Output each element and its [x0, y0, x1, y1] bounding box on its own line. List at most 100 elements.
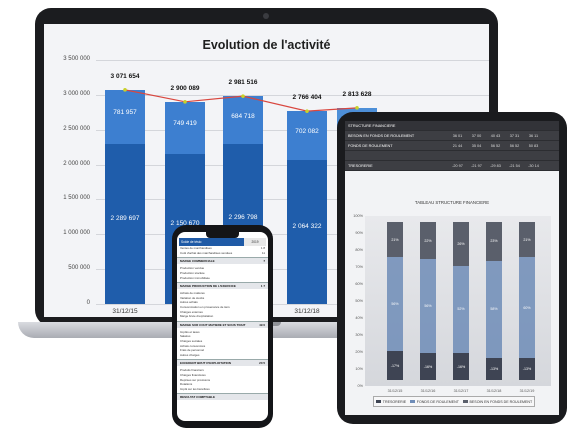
- trend-point: [355, 106, 359, 110]
- report-row: Production immobilisée: [177, 275, 268, 280]
- table-cell: 40 43: [490, 133, 501, 138]
- x-tick-label: 31/12/18: [486, 389, 502, 393]
- report-row-label: Achats consommés: [180, 343, 206, 348]
- segment-label: 60%: [523, 305, 531, 310]
- gridline: [96, 60, 489, 61]
- bar-value-label: 781 957: [113, 108, 137, 116]
- report-section-total: MARGE PRODUCTION DE L'EXERCICE 1 7: [177, 281, 268, 289]
- report-row-label: Consommation en provenance de tiers: [180, 305, 230, 310]
- bar-segment-base: 2 289 697: [105, 144, 145, 304]
- y-tick-label: 1 500 000: [63, 195, 90, 202]
- y-tick-label: 90%: [355, 231, 363, 235]
- report-row-label: Charges financières: [180, 372, 206, 377]
- bar-value-label: 2 064 322: [292, 223, 322, 231]
- tablet-chart-title: TABLEAU STRUCTURE FINANCIERE: [414, 200, 490, 205]
- phone-header-title: Solde de tésto: [179, 238, 244, 246]
- y-tick-label: 100%: [353, 214, 363, 218]
- report-row-value: 1 8: [260, 246, 265, 251]
- report-row: Frais de personnel: [177, 348, 268, 353]
- y-tick-label: 20%: [355, 350, 363, 354]
- report-section-value: 20 5: [259, 361, 265, 366]
- legend-swatch: [462, 400, 468, 404]
- phone-header: Solde de tésto 2019: [177, 238, 268, 246]
- table-row: FONDS DE ROULEMENT 21 44 35 04 56 52 56 52 50…: [345, 141, 559, 151]
- segment-fonds-de-roulement: 52%: [453, 265, 469, 354]
- financial-structure-table: STRUCTURE FINANCIERE BESOIN EN FONDS DE …: [345, 121, 559, 171]
- trend-point: [241, 94, 245, 98]
- segment-besoin-fdr: 21%: [387, 222, 403, 258]
- stacked-column: -16% 52% 26%: [453, 222, 469, 380]
- total-value-label: 2 981 516: [228, 79, 258, 87]
- table-cell: -30 14: [528, 163, 539, 168]
- report-section-value: 1 7: [260, 283, 265, 288]
- segment-label: 21%: [523, 237, 531, 242]
- report-row: Impôts et taxes: [177, 330, 268, 335]
- report-row-label: Charges externes: [180, 309, 203, 314]
- legend-swatch: [375, 400, 381, 404]
- table-header-row: STRUCTURE FINANCIERE: [345, 121, 559, 131]
- report-section-total: MARGE COMMERCIALE 7: [177, 257, 268, 265]
- bar-value-label: 2 296 798: [228, 214, 258, 222]
- report-row-label: Reprises sur provisions: [180, 377, 211, 382]
- report-row: Autres achats: [177, 300, 268, 305]
- tablet-frame: STRUCTURE FINANCIERE BESOIN EN FONDS DE …: [337, 112, 567, 424]
- table-cell: 36 01: [452, 133, 463, 138]
- camera-icon: [263, 13, 269, 19]
- segment-label: 22%: [424, 238, 432, 243]
- x-tick-label: 31/12/18: [294, 308, 320, 315]
- y-tick-label: 1 000 000: [63, 230, 90, 237]
- table-row-label: BESOIN EN FONDS DE ROULEMENT: [348, 133, 415, 138]
- table-cell: 56 52: [509, 143, 520, 148]
- segment-tresorerie: -13%: [519, 358, 535, 380]
- report-row-label: Achats de matières: [180, 291, 205, 296]
- table-cell: -20 97: [452, 163, 463, 168]
- table-row: BESOIN EN FONDS DE ROULEMENT 36 01 37 00 40…: [345, 131, 559, 141]
- bar-value-label: 2 150 670: [170, 220, 200, 228]
- phone-report: Ventes de marchandises 1 8 Coût d'achat de…: [177, 246, 268, 401]
- segment-label: 56%: [391, 302, 399, 307]
- y-tick-label: 80%: [355, 248, 363, 252]
- report-section-value: 7: [263, 259, 265, 264]
- report-section-title: MARGE SUR COUT MATIERE ET SOUS TRAIT: [180, 322, 246, 327]
- total-value-label: 2 813 628: [342, 90, 372, 98]
- gridline: [96, 304, 489, 305]
- report-row: Production vendue: [177, 266, 268, 271]
- table-row: TRESORERIE -20 97 -21 97 -29 83 -21 54 -30 14: [345, 161, 559, 171]
- segment-tresorerie: -17%: [387, 351, 403, 380]
- report-row: Consommation en provenance de tiers: [177, 305, 268, 310]
- report-section-total: RESULTAT COMPTABLE: [177, 393, 268, 401]
- report-row-label: Produits financiers: [180, 368, 204, 373]
- trend-line: [124, 89, 358, 112]
- report-row: Variation de stocks: [177, 296, 268, 301]
- legend-swatch: [409, 400, 415, 404]
- report-row-label: Impôts et taxes: [180, 329, 200, 334]
- report-row: Achats de matières: [177, 291, 268, 296]
- report-row-label: Ventes de marchandises: [180, 246, 212, 251]
- stacked-column: -16% 56% 22%: [420, 222, 436, 380]
- table-row-label: TRESORERIE: [348, 163, 373, 168]
- segment-tresorerie: -16%: [420, 353, 436, 380]
- table-cell: -29 83: [490, 163, 501, 168]
- bar-value-label: 684 718: [231, 112, 255, 120]
- table-cell: 36 11: [528, 133, 539, 138]
- report-row-label: Production stockée: [180, 271, 205, 276]
- chart-legend: TRESORERIE FONDS DE ROULEMENT BESOIN EN FO…: [373, 396, 535, 407]
- stacked-column: -17% 56% 21%: [387, 222, 403, 380]
- legend-label: TRESORERIE: [382, 399, 407, 404]
- phone-header-year: 2019: [244, 238, 266, 246]
- report-row: Ventes de marchandises 1 8: [177, 246, 268, 251]
- report-row-label: Production vendue: [180, 266, 205, 271]
- segment-label: -16%: [456, 364, 466, 369]
- phone-screen[interactable]: Solde de tésto 2019 Ventes de marchandis…: [177, 232, 268, 421]
- report-section-total: EXCEDENT BRUT D'EXPLOITATION 20 5: [177, 359, 268, 367]
- bar-segment-top: 702 082: [287, 111, 327, 161]
- x-tick-label: 31/12/15: [112, 308, 138, 315]
- x-tick-label: 31/12/15: [387, 389, 403, 393]
- table-cell: 37 31: [509, 133, 520, 138]
- report-section-title: MARGE PRODUCTION DE L'EXERCICE: [180, 283, 236, 288]
- x-tick-label: 31/12/16: [420, 389, 436, 393]
- report-row: Dotations: [177, 382, 268, 387]
- x-tick-label: 31/12/17: [453, 389, 469, 393]
- y-tick-label: 10%: [355, 367, 363, 371]
- segment-besoin-fdr: 23%: [486, 222, 502, 261]
